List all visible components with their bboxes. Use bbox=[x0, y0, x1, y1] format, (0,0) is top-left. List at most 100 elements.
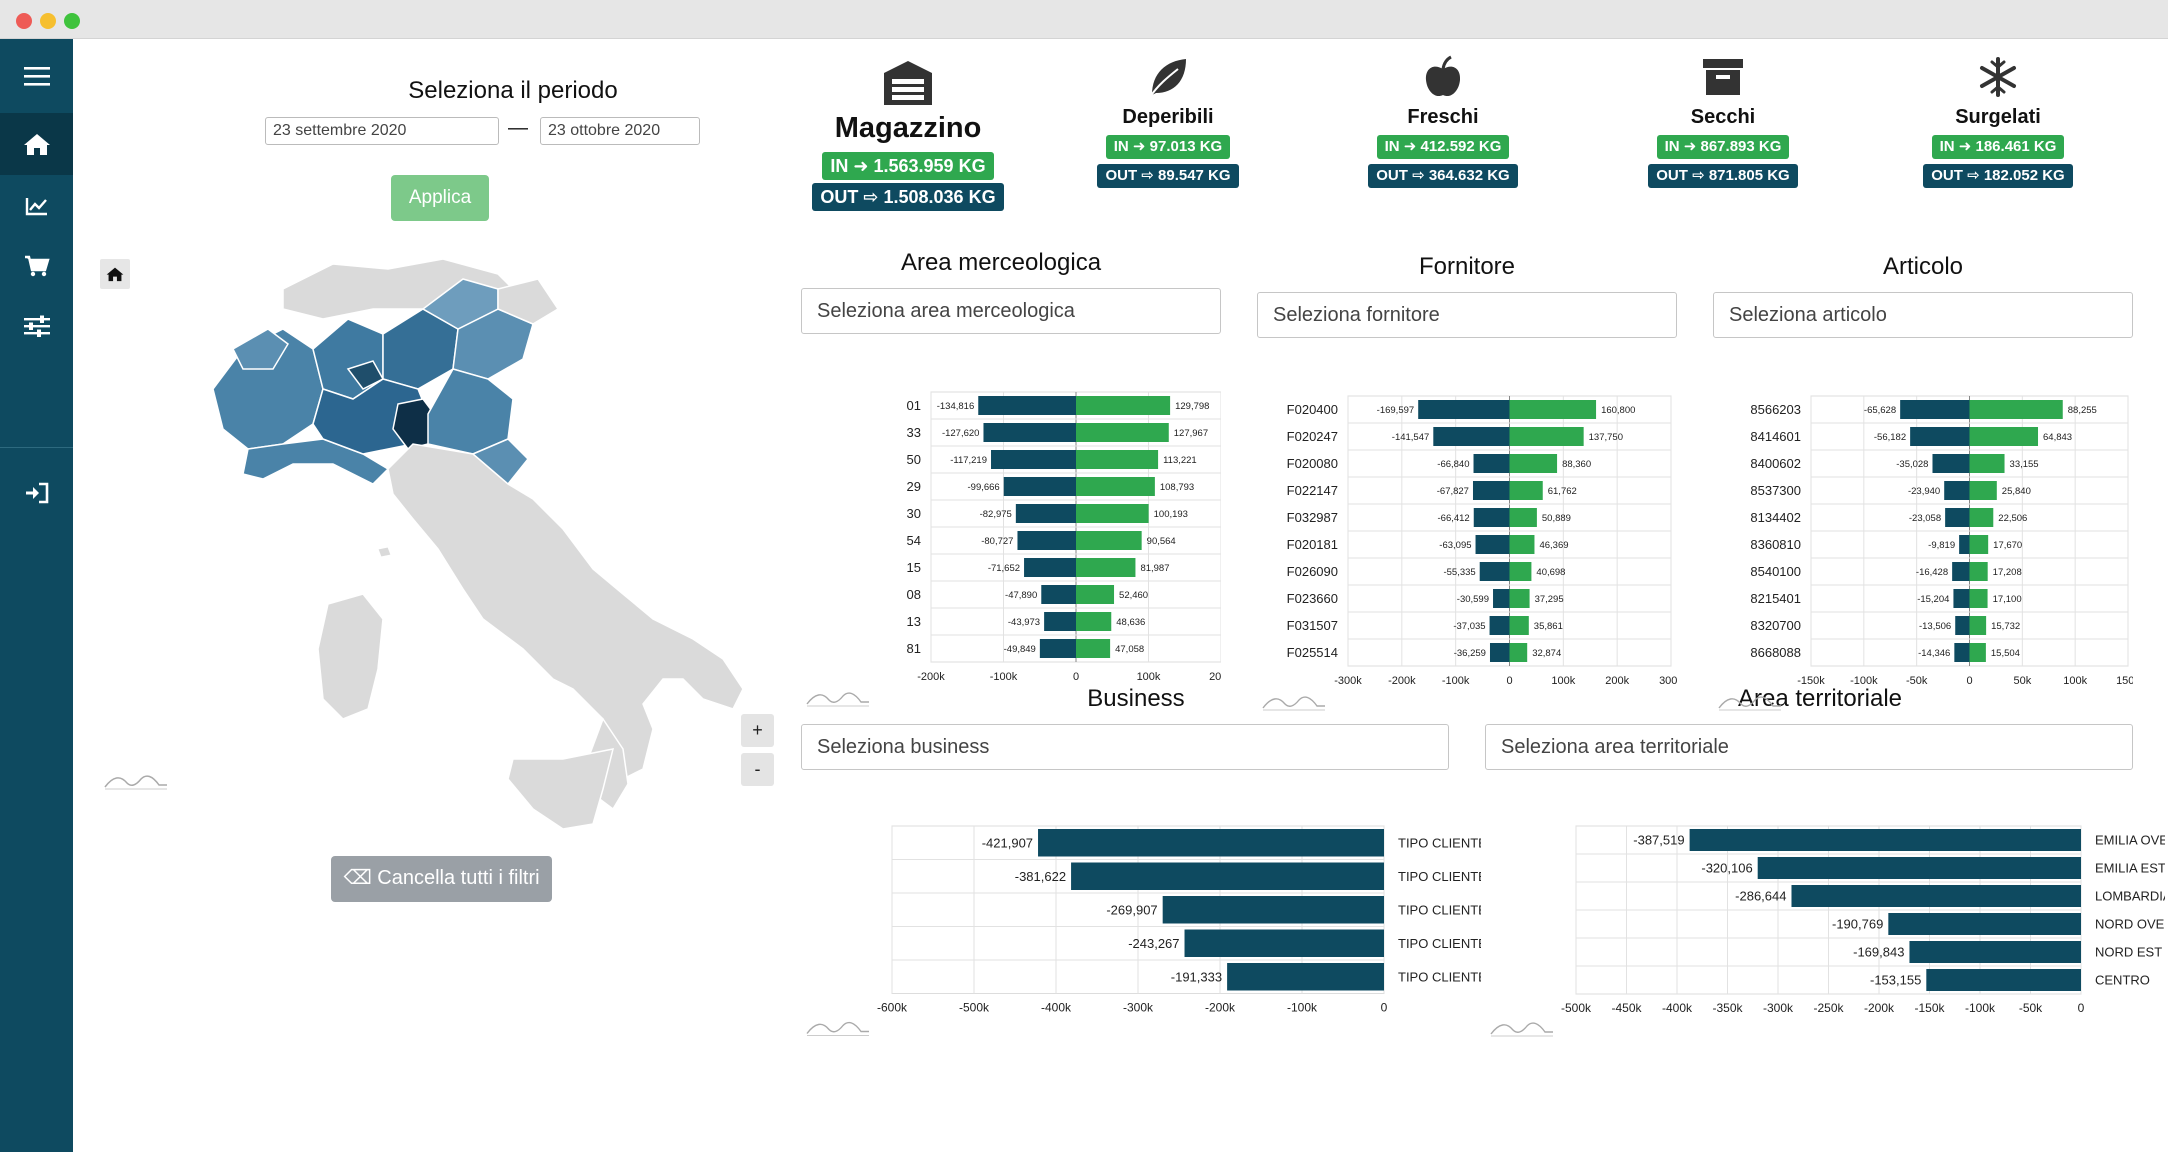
in-bar[interactable] bbox=[1509, 427, 1584, 446]
out-bar[interactable] bbox=[1910, 427, 1970, 446]
map-zoom-out-button[interactable]: - bbox=[741, 753, 774, 786]
start-date-input[interactable]: 23 settembre 2020 bbox=[265, 117, 499, 145]
in-bar[interactable] bbox=[1969, 535, 1989, 554]
in-bar[interactable] bbox=[1509, 400, 1597, 419]
value-bar[interactable] bbox=[1038, 829, 1384, 857]
minimize-window-button[interactable] bbox=[40, 13, 56, 29]
area-select[interactable]: Seleziona area merceologica bbox=[801, 288, 1221, 334]
in-bar[interactable] bbox=[1076, 639, 1111, 658]
in-bar[interactable] bbox=[1076, 558, 1136, 577]
out-bar[interactable] bbox=[991, 450, 1076, 469]
italy-map[interactable] bbox=[173, 249, 793, 849]
value-bar[interactable] bbox=[1162, 896, 1384, 924]
in-bar[interactable] bbox=[1076, 612, 1112, 631]
map-region-sicilia[interactable] bbox=[507, 748, 615, 830]
map-region-emilia-east[interactable] bbox=[427, 368, 514, 455]
out-bar[interactable] bbox=[1473, 454, 1510, 473]
out-bar[interactable] bbox=[1024, 558, 1076, 577]
out-bar[interactable] bbox=[1041, 585, 1076, 604]
out-bar[interactable] bbox=[1900, 400, 1970, 419]
value-bar[interactable] bbox=[1227, 963, 1384, 991]
in-bar[interactable] bbox=[1969, 562, 1988, 581]
in-bar[interactable] bbox=[1509, 616, 1529, 635]
in-bar[interactable] bbox=[1509, 454, 1558, 473]
sidebar-item-orders[interactable] bbox=[0, 235, 73, 297]
out-bar[interactable] bbox=[1479, 562, 1510, 581]
out-bar[interactable] bbox=[1472, 481, 1510, 500]
territoriale-select[interactable]: Seleziona area territoriale bbox=[1485, 724, 2133, 770]
in-bar[interactable] bbox=[1076, 450, 1159, 469]
in-bar[interactable] bbox=[1969, 454, 2005, 473]
in-bar[interactable] bbox=[1509, 589, 1530, 608]
out-bar[interactable] bbox=[1945, 508, 1970, 527]
in-bar[interactable] bbox=[1969, 400, 2063, 419]
out-bar[interactable] bbox=[1017, 531, 1076, 550]
out-bar[interactable] bbox=[1493, 589, 1510, 608]
value-bar[interactable] bbox=[1926, 969, 2081, 991]
out-bar[interactable] bbox=[1932, 454, 1970, 473]
out-bar[interactable] bbox=[1489, 643, 1510, 662]
value-bar[interactable] bbox=[1071, 862, 1384, 891]
in-bar[interactable] bbox=[1969, 427, 2039, 446]
in-bar[interactable] bbox=[1969, 508, 1994, 527]
maximize-window-button[interactable] bbox=[64, 13, 80, 29]
map-home-button[interactable] bbox=[100, 259, 130, 289]
in-bar[interactable] bbox=[1509, 535, 1535, 554]
out-bar[interactable] bbox=[1954, 643, 1970, 662]
in-bar[interactable] bbox=[1969, 643, 1986, 662]
in-bar[interactable] bbox=[1509, 481, 1543, 500]
in-bar[interactable] bbox=[1969, 616, 1987, 635]
value-bar[interactable] bbox=[1909, 941, 2081, 963]
sidebar-item-settings[interactable] bbox=[0, 295, 73, 357]
in-bar[interactable] bbox=[1076, 504, 1149, 523]
sidebar-item-home[interactable] bbox=[0, 113, 73, 175]
out-bar[interactable] bbox=[1959, 535, 1970, 554]
out-bar[interactable] bbox=[978, 396, 1076, 415]
out-bar[interactable] bbox=[1044, 612, 1076, 631]
in-bar[interactable] bbox=[1509, 562, 1532, 581]
out-bar[interactable] bbox=[1944, 481, 1970, 500]
in-bar[interactable] bbox=[1509, 643, 1528, 662]
out-bar[interactable] bbox=[1433, 427, 1510, 446]
out-bar[interactable] bbox=[1015, 504, 1076, 523]
map-zoom-in-button[interactable]: + bbox=[741, 714, 774, 747]
value-bar[interactable] bbox=[1757, 857, 2081, 879]
out-bar[interactable] bbox=[1418, 400, 1510, 419]
apply-button[interactable]: Applica bbox=[391, 175, 489, 221]
out-bar[interactable] bbox=[1473, 508, 1510, 527]
map-region-sardegna[interactable] bbox=[317, 593, 384, 720]
in-bar[interactable] bbox=[1076, 396, 1171, 415]
business-select[interactable]: Seleziona business bbox=[801, 724, 1449, 770]
value-bar[interactable] bbox=[1184, 929, 1384, 958]
out-bar[interactable] bbox=[1039, 639, 1076, 658]
map-region-central-italy[interactable] bbox=[387, 443, 744, 781]
map-region-friuli[interactable] bbox=[497, 278, 560, 325]
articolo-select[interactable]: Seleziona articolo bbox=[1713, 292, 2133, 338]
in-bar[interactable] bbox=[1076, 585, 1115, 604]
sidebar-item-statistics[interactable] bbox=[0, 175, 73, 237]
in-bar[interactable] bbox=[1076, 531, 1142, 550]
out-bar[interactable] bbox=[1953, 589, 1970, 608]
out-bar[interactable] bbox=[1003, 477, 1076, 496]
value-bar[interactable] bbox=[1791, 885, 2081, 907]
close-window-button[interactable] bbox=[16, 13, 32, 29]
sidebar-item-login[interactable] bbox=[0, 462, 73, 524]
window-titlebar bbox=[0, 0, 2168, 39]
out-bar[interactable] bbox=[1955, 616, 1970, 635]
out-bar[interactable] bbox=[983, 423, 1076, 442]
end-date-input[interactable]: 23 ottobre 2020 bbox=[540, 117, 700, 145]
in-bar[interactable] bbox=[1969, 481, 1997, 500]
clear-filters-button[interactable]: ⌫ Cancella tutti i filtri bbox=[331, 856, 552, 902]
in-bar[interactable] bbox=[1076, 477, 1155, 496]
out-bar[interactable] bbox=[1489, 616, 1510, 635]
out-bar[interactable] bbox=[1475, 535, 1510, 554]
value-bar[interactable] bbox=[1888, 913, 2081, 935]
value-bar[interactable] bbox=[1689, 829, 2081, 851]
map-region-valle-aosta[interactable] bbox=[232, 328, 289, 370]
out-bar[interactable] bbox=[1952, 562, 1970, 581]
sidebar-menu-button[interactable] bbox=[0, 45, 73, 107]
in-bar[interactable] bbox=[1076, 423, 1169, 442]
in-bar[interactable] bbox=[1969, 589, 1988, 608]
fornitore-select[interactable]: Seleziona fornitore bbox=[1257, 292, 1677, 338]
in-bar[interactable] bbox=[1509, 508, 1537, 527]
